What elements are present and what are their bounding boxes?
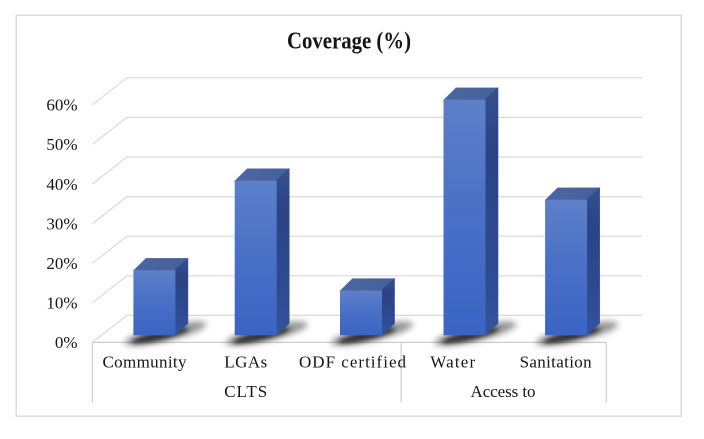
svg-text:Sanitation: Sanitation <box>520 353 593 372</box>
svg-text:30%: 30% <box>46 214 77 233</box>
svg-text:Water: Water <box>430 353 475 372</box>
svg-text:Coverage (%): Coverage (%) <box>287 28 411 54</box>
svg-text:60%: 60% <box>46 96 77 115</box>
svg-text:10%: 10% <box>46 294 77 313</box>
svg-text:CLTS: CLTS <box>224 382 267 401</box>
svg-text:40%: 40% <box>46 175 77 194</box>
svg-text:ODF certified: ODF certified <box>299 353 407 372</box>
svg-text:50%: 50% <box>46 135 77 154</box>
svg-text:0%: 0% <box>55 333 78 352</box>
svg-text:LGAs: LGAs <box>224 353 267 372</box>
svg-text:20%: 20% <box>46 254 77 273</box>
svg-text:Community: Community <box>103 353 188 372</box>
svg-text:Access to: Access to <box>471 382 536 401</box>
